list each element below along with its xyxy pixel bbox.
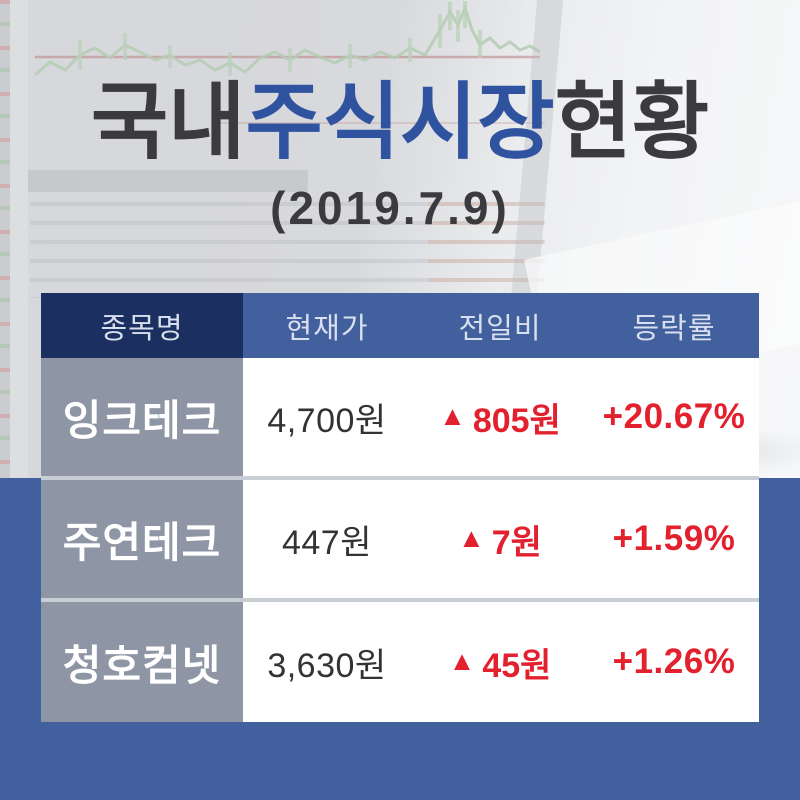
faded-table-header-bar [28,170,308,192]
stock-rate: +1.59% [612,519,736,558]
title-block: 국내주식시장현황 (2019.7.9) [0,75,800,235]
table-row: 청호컴넷 3,630원 ▲ 45원 +1.26% [41,602,759,722]
title-part-status: 현황 [554,75,710,169]
column-header-price: 현재가 [243,293,411,358]
stock-name: 잉크테크 [41,358,243,476]
stock-change: ▲ 805원 [411,358,589,476]
table-row: 주연테크 447원 ▲ 7원 +1.59% [41,480,759,598]
monitor-edge-strip [10,0,28,478]
title-part-domestic: 국내 [90,75,246,169]
title-date: (2019.7.9) [270,182,510,235]
up-triangle-icon: ▲ [439,400,466,431]
stock-change: ▲ 7원 [411,480,589,598]
stock-name: 청호컴넷 [41,602,243,722]
stock-table: 종목명 현재가 전일비 등락률 잉크테크 4,700원 ▲ 805원 +20.6… [41,293,759,722]
column-header-rate: 등락률 [589,293,759,358]
stock-change-value: 7원 [491,523,542,562]
stock-change-value: 45원 [482,646,552,685]
stock-rate: +1.26% [612,642,736,681]
stock-change: ▲ 45원 [411,602,589,722]
price-ladder-strip [0,0,10,478]
stock-name: 주연테크 [41,480,243,598]
up-triangle-icon: ▲ [448,645,476,676]
stock-price: 4,700원 [267,401,387,440]
stock-price: 3,630원 [267,646,387,685]
stock-rate: +20.67% [602,397,746,436]
title-part-stock-market: 주식시장 [245,75,555,169]
row-divider [41,598,759,602]
table-row: 잉크테크 4,700원 ▲ 805원 +20.67% [41,358,759,476]
up-triangle-icon: ▲ [458,522,485,553]
faded-number-column [428,202,544,298]
column-header-name: 종목명 [41,293,243,358]
table-header: 종목명 현재가 전일비 등락률 [41,293,759,358]
faded-table-rows [30,202,545,298]
column-header-change: 전일비 [411,293,589,358]
stock-price: 447원 [281,523,372,562]
page-title: 국내주식시장현황 [0,75,800,169]
stock-change-value: 805원 [472,401,561,440]
candlestick-chart [34,1,545,124]
row-divider [41,476,759,480]
